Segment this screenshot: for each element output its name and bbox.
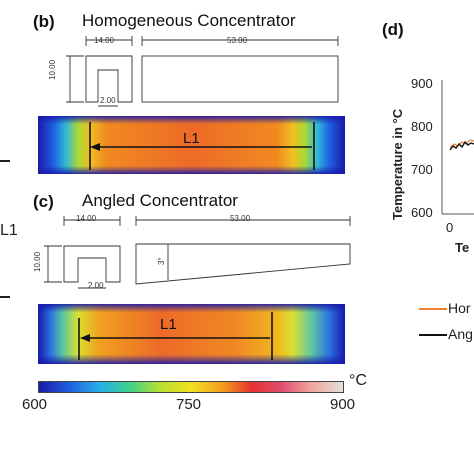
panel-b-measure-line: [89, 122, 315, 170]
panel-c-dim-angle: 3°: [157, 257, 166, 265]
panel-d-ytick-900: 900: [411, 76, 433, 91]
left-edge-label: L1: [0, 222, 18, 239]
panel-c-dim-w1: 14.00: [76, 214, 97, 223]
colorbar-unit: °C: [349, 372, 367, 389]
legend-label-angled: Ang: [448, 326, 473, 342]
panel-d-ylabel: Temperature in °C: [390, 108, 405, 220]
panel-d-xlabel: Te: [455, 240, 470, 255]
colorbar-tick-900: 900: [330, 396, 356, 413]
colorbar-tick-600: 600: [22, 396, 48, 413]
panel-d-label: (d): [382, 20, 404, 39]
panel-b-title: Homogeneous Concentrator: [82, 11, 296, 30]
panel-c-sim-label: L1: [160, 316, 177, 333]
panel-c-dim-h: 10.00: [33, 251, 42, 272]
legend-line-angled: [419, 334, 447, 336]
panel-c-title: Angled Concentrator: [82, 191, 238, 210]
panel-c-label: (c): [33, 192, 54, 211]
panel-b-sim-label: L1: [183, 130, 200, 147]
panel-d-ytick-700: 700: [411, 162, 433, 177]
panel-d-ytick-800: 800: [411, 119, 433, 134]
panel-d-axes: [441, 80, 474, 215]
legend-line-homogeneous: [419, 308, 447, 310]
panel-b-dim-w1: 14.00: [94, 36, 115, 45]
panel-c-drawing: [44, 216, 351, 289]
legend-label-homogeneous: Hor: [448, 300, 471, 316]
colorbar: [38, 381, 344, 393]
colorbar-tick-750: 750: [176, 396, 202, 413]
panel-b-simulation: [38, 116, 345, 174]
panel-b-dim-w2: 53.00: [227, 36, 248, 45]
panel-c-simulation: [38, 304, 345, 364]
panel-c-dim-w2: 53.00: [230, 214, 251, 223]
left-edge-tick-top: [0, 160, 10, 162]
panel-b-drawing: [66, 36, 339, 107]
panel-c-dim-g: 2.00: [88, 281, 104, 290]
panel-b-dim-h: 10.00: [48, 59, 57, 80]
panel-d-xtick-0: 0: [446, 220, 454, 235]
left-edge-tick-bottom: [0, 296, 10, 298]
panel-d-ytick-600: 600: [411, 205, 433, 220]
panel-b-dim-g: 2.00: [100, 96, 116, 105]
panel-b-label: (b): [33, 12, 55, 31]
panel-c-measure-line: [78, 312, 273, 360]
